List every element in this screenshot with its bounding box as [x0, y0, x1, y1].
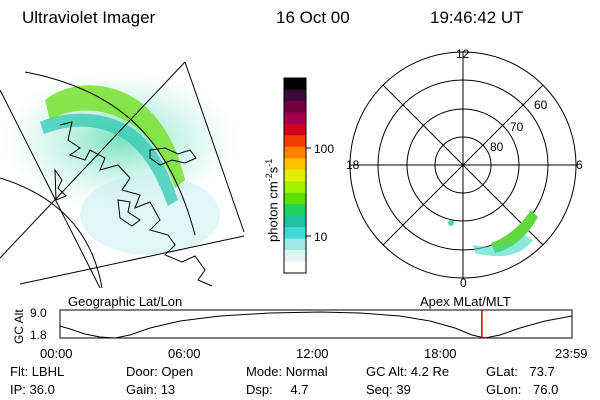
unit-exp2: -1: [264, 158, 274, 167]
mlt-line-diag2: [382, 84, 544, 246]
alt-ylabel: GC Alt: [12, 309, 26, 344]
colorbar-segment: [284, 100, 306, 114]
altitude-plot: [59, 309, 573, 339]
colorbar: [283, 77, 311, 274]
dsp-value: 4.7: [290, 382, 309, 397]
geo-panel-title: Geographic Lat/Lon: [68, 294, 183, 309]
meridian-2: [184, 61, 245, 233]
colorbar-segment: [284, 146, 306, 159]
meridian-1: [0, 61, 186, 259]
lat-circle-outer: [24, 71, 196, 236]
colorbar-tick-10: 10: [314, 230, 328, 244]
altitude-curve: [59, 311, 573, 339]
unit-prefix: photon cm: [265, 181, 281, 242]
colorbar-segment: [284, 204, 306, 217]
glat-value: 73.7: [529, 364, 555, 379]
flt-label: Flt:: [10, 364, 29, 379]
colorbar-segment: [284, 250, 306, 263]
status-dsp: Dsp: 4.7: [246, 382, 308, 397]
seq-label: Seq:: [366, 382, 393, 397]
alt-xtick-1200: 12:00: [296, 346, 329, 361]
meridian-4: [0, 89, 101, 288]
unit-mid: s: [265, 166, 281, 174]
alt-xtick-0600: 06:00: [168, 346, 201, 361]
alt-xtick-2359: 23:59: [555, 346, 588, 361]
colorbar-segment: [284, 169, 306, 182]
status-door: Door: Open: [126, 364, 193, 379]
polar-aurora-faint: [473, 235, 533, 257]
door-value: Open: [161, 364, 194, 379]
mlt-label-0: 0: [460, 276, 467, 290]
alt-ytick-1.8: 1.8: [30, 328, 47, 342]
flt-value: LBHL: [31, 364, 65, 379]
door-label: Door:: [126, 364, 158, 379]
gcalt-value: 4.2 Re: [410, 364, 450, 379]
colorbar-segment: [284, 181, 306, 194]
status-glat: GLat: 73.7: [486, 364, 555, 379]
coastline-island: [149, 147, 197, 166]
unit-exp1: -2: [264, 173, 274, 182]
colorbar-segment: [284, 135, 306, 148]
colorbar-segment: [284, 227, 306, 240]
aurora-oval-edge: [40, 113, 178, 206]
meridian-3: [19, 235, 245, 285]
gain-label: Gain:: [126, 382, 158, 397]
colorbar-segment: [284, 192, 306, 205]
colorbar-segment: [284, 158, 306, 171]
aurora-diffuse-glow-lower: [80, 175, 220, 255]
status-gain: Gain: 13: [126, 382, 175, 397]
seq-value: 39: [396, 382, 411, 397]
lat-label-60: 60: [534, 98, 548, 112]
alt-xtick-1800: 18:00: [424, 346, 457, 361]
instrument-title: Ultraviolet Imager: [22, 8, 156, 27]
mlt-label-18: 18: [346, 158, 360, 172]
colorbar-segment: [284, 78, 306, 91]
lat-label-80: 80: [490, 140, 504, 154]
status-glon: GLon: 76.0: [486, 382, 558, 397]
dsp-label: Dsp:: [246, 382, 273, 397]
status-gcalt: GC Alt: 4.2 Re: [366, 364, 449, 379]
date-label: 16 Oct 00: [276, 8, 350, 27]
status-seq: Seq: 39: [366, 382, 411, 397]
mlt-label-6: 6: [576, 158, 583, 172]
colorbar-tick-100: 100: [314, 142, 335, 156]
alt-ytick-9: 9.0: [30, 306, 47, 320]
glon-label: GLon:: [486, 382, 522, 397]
colorbar-segment: [284, 89, 306, 102]
polar-panel-title: Apex MLat/MLT: [420, 294, 511, 309]
alt-xtick-0000: 00:00: [40, 346, 73, 361]
geographic-image-panel: [0, 61, 245, 288]
mlt-label-12: 12: [456, 47, 470, 61]
lat-circle-inner: [0, 177, 103, 288]
ip-label: IP:: [10, 382, 26, 397]
aurora-oval-bright: [45, 85, 185, 188]
status-mode: Mode: Normal: [246, 364, 328, 379]
colorbar-unit-label: photon cm-2s-1: [264, 159, 280, 242]
coastline: [59, 121, 213, 287]
gcalt-label: GC Alt:: [366, 364, 408, 379]
colorbar-segment: [284, 123, 306, 136]
polar-aurora-speck: [448, 220, 454, 226]
mode-label: Mode:: [246, 364, 283, 379]
polar-panel: [349, 51, 577, 279]
glon-value: 76.0: [533, 382, 559, 397]
colorbar-segment: [284, 238, 306, 251]
mode-value: Normal: [285, 364, 328, 379]
polar-aurora-bright: [491, 210, 538, 253]
status-ip: IP: 36.0: [10, 382, 55, 397]
status-flt: Flt: LBHL: [10, 364, 64, 379]
glat-label: GLat:: [486, 364, 518, 379]
time-label: 19:46:42 UT: [430, 8, 524, 27]
colorbar-segment: [284, 261, 306, 274]
gain-value: 13: [160, 382, 176, 397]
lat-label-70: 70: [510, 120, 524, 134]
colorbar-segment: [284, 112, 306, 125]
colorbar-segment: [284, 215, 306, 228]
ip-value: 36.0: [29, 382, 55, 397]
